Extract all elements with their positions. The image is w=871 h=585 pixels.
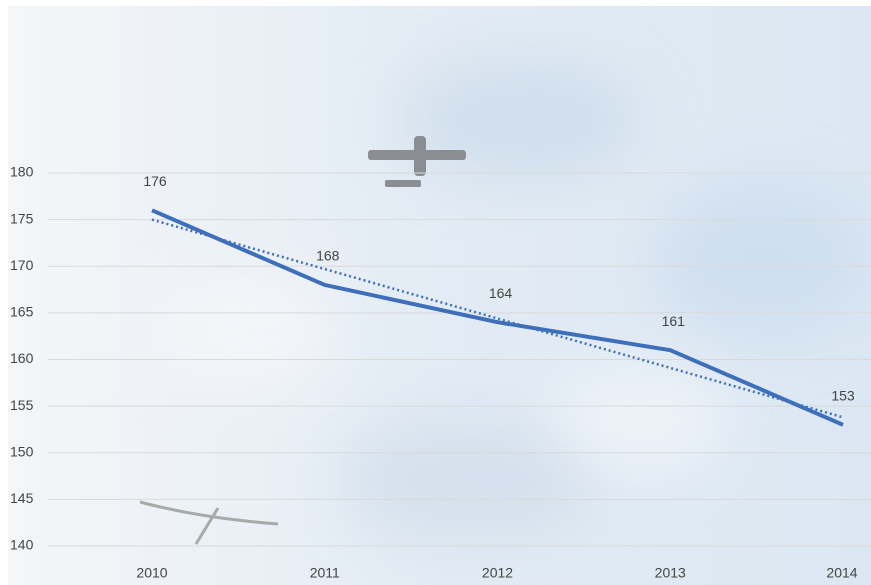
data-label: 153 [831,387,855,403]
glider-icon [139,500,279,545]
y-tick-label: 150 [10,443,34,459]
y-tick-label: 145 [10,490,34,506]
airplane-icon [368,136,466,187]
data-label: 176 [143,173,167,189]
data-label: 161 [662,313,686,329]
data-label: 168 [316,248,340,264]
y-tick-label: 140 [10,537,34,553]
y-tick-label: 180 [10,164,34,180]
y-tick-label: 170 [10,257,34,273]
data-line [151,208,844,427]
y-tick-label: 160 [10,350,34,366]
y-tick-label: 165 [10,304,34,320]
x-tick-label: 2012 [482,565,513,581]
x-tick-label: 2014 [826,565,857,581]
data-label: 164 [489,285,513,301]
x-tick-label: 2011 [310,565,340,581]
x-tick-label: 2010 [136,565,167,581]
y-tick-label: 175 [10,210,34,226]
y-tick-label: 155 [10,397,34,413]
x-tick-label: 2013 [655,565,686,581]
